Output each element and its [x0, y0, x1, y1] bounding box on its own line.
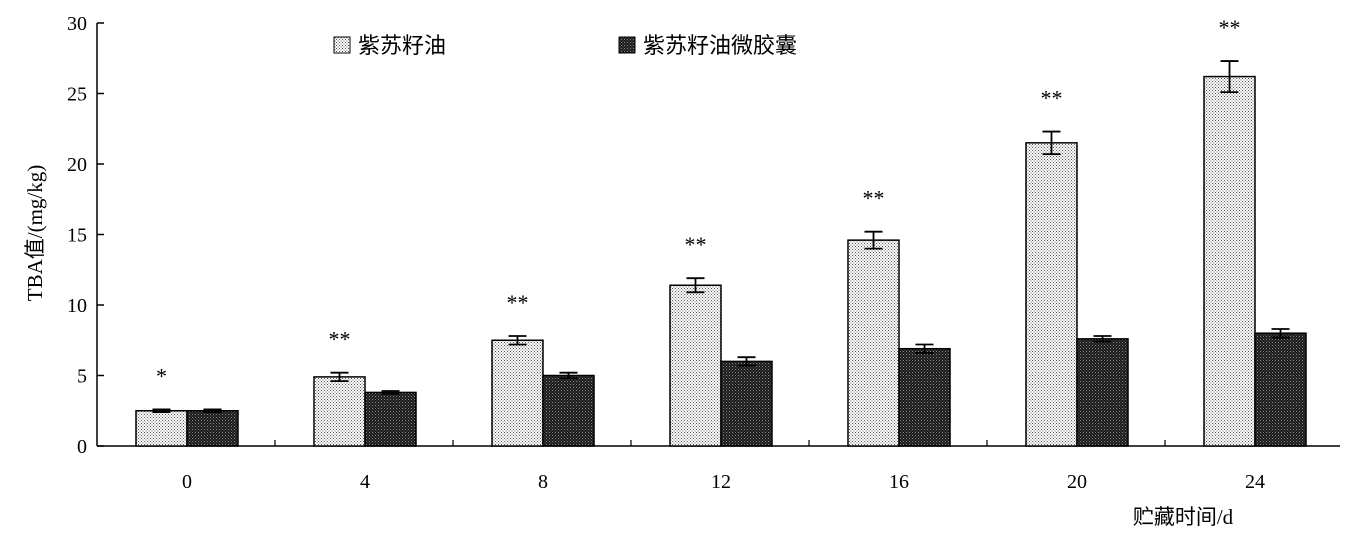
bar-microcapsule: [720, 360, 773, 447]
significance-mark: **: [507, 290, 529, 315]
bar-microcapsule: [1254, 332, 1307, 447]
y-tick-label: 5: [77, 366, 87, 388]
bar-oil: [135, 410, 188, 447]
bar-microcapsule: [186, 410, 239, 447]
y-ticks: 0 5 10 15 20 25 30: [67, 13, 104, 458]
significance-mark: **: [863, 186, 885, 211]
bar-microcapsule: [364, 391, 417, 447]
bar-microcapsule: [1076, 338, 1129, 447]
y-tick-label: 25: [67, 84, 87, 106]
bar-oil: [313, 376, 366, 447]
significance-mark: *: [156, 363, 167, 388]
bar-microcapsule: [898, 347, 951, 447]
legend-swatch-oil: [333, 36, 351, 54]
bar-oil: [669, 284, 722, 447]
y-tick-label: 0: [77, 436, 87, 458]
legend: 紫苏籽油 紫苏籽油微胶囊: [333, 33, 797, 58]
bar-oil: [491, 339, 544, 447]
bars: [135, 75, 1307, 447]
x-tick-label: 12: [711, 471, 731, 493]
bar-oil: [847, 239, 900, 447]
bar-oil: [1203, 75, 1256, 447]
bar-microcapsule: [542, 374, 595, 447]
legend-label-microcapsule: 紫苏籽油微胶囊: [643, 33, 797, 58]
bar-oil: [1025, 142, 1078, 447]
significance-mark: **: [1219, 15, 1241, 40]
y-tick-label: 30: [67, 13, 87, 35]
x-axis-title: 贮藏时间/d: [1133, 505, 1234, 529]
significance-mark: **: [329, 327, 351, 352]
x-tick-label: 0: [182, 471, 192, 493]
x-tick-label: 24: [1245, 471, 1265, 493]
significance-labels: *************: [156, 15, 1241, 388]
x-tick-label: 4: [360, 471, 370, 493]
x-tick-label: 8: [538, 471, 548, 493]
significance-mark: **: [685, 232, 707, 257]
y-tick-label: 20: [67, 154, 87, 176]
y-axis-title: TBA值/(mg/kg): [23, 165, 47, 302]
y-tick-label: 15: [67, 225, 87, 247]
legend-label-oil: 紫苏籽油: [358, 33, 446, 58]
legend-swatch-microcapsule: [618, 36, 636, 54]
x-tick-label: 16: [889, 471, 909, 493]
x-tick-label: 20: [1067, 471, 1087, 493]
x-ticks: 0 4 8 12 16 20 24: [182, 440, 1265, 493]
y-tick-label: 10: [67, 295, 87, 317]
significance-mark: **: [1041, 86, 1063, 111]
error-bars: [152, 60, 1290, 414]
